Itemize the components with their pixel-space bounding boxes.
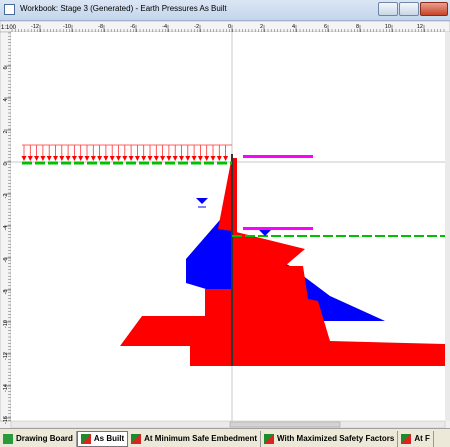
load-arrowhead [116,156,121,161]
vertical-scrollbar[interactable] [445,32,450,421]
ruler-label: 0 [3,162,9,165]
load-arrowhead [179,156,184,161]
load-arrowhead [134,156,140,161]
load-arrowhead [109,156,115,161]
ruler-label: -6 [130,24,135,30]
window-icon [4,4,15,15]
ruler-label: -16 [3,416,9,424]
tab[interactable]: With Maximized Safety Factors [261,430,399,447]
ruler-label: -4 [3,226,9,231]
ruler-label: 0 [228,24,231,30]
close-button[interactable] [420,2,448,16]
tab-label: At Minimum Safe Embedment [144,434,258,443]
load-arrowhead [71,156,77,161]
load-arrowhead [172,156,178,161]
ruler-label: 12 [417,24,423,30]
scale-label: 1:100 [1,25,17,31]
ruler-label: -12 [31,24,39,30]
minimize-button[interactable] [378,2,398,16]
load-arrowhead [210,156,216,161]
load-arrowhead [147,156,153,161]
drawing-canvas: 1:100 -12 -10 -8 -6 -4 -2 0 2 4 6 8 10 126420-2-4-6-… [0,21,450,428]
ruler-label: -2 [3,194,9,199]
ruler-label: -6 [3,258,9,263]
load-arrowhead [65,156,71,161]
water-level-left [196,198,208,204]
ruler-label: -8 [3,290,9,295]
ruler-label: 2 [260,24,263,30]
ruler-label: -4 [162,24,167,30]
load-arrowhead [59,156,65,161]
tab-label: At F [414,434,430,443]
anchor-marker [243,155,313,158]
load-arrowhead [122,156,128,161]
load-arrowhead [27,156,33,161]
tab[interactable]: As Built [76,430,129,447]
load-arrowhead [216,156,222,161]
load-arrowhead [84,156,90,161]
load-arrowhead [185,156,191,161]
surcharge-load [21,144,232,161]
load-arrowhead [40,156,46,161]
tab[interactable]: Drawing Board [0,430,77,447]
active-pressure-top [218,156,232,231]
scroll-thumb[interactable] [229,421,341,428]
ruler-label: 6 [324,24,327,30]
right-earth-pressure [232,231,445,366]
ruler-label: 6 [3,66,9,69]
load-arrowhead [21,156,27,161]
ruler-label: -10 [3,320,9,328]
load-arrowhead [223,156,229,161]
ruler-label: 4 [3,98,9,101]
ruler-ticks: -12 -10 -8 -6 -4 -2 0 2 4 6 8 10 12 6 4 2 0 -2 -4 -6 -8 -10 -1… [3,24,445,424]
ruler-label: -8 [98,24,103,30]
load-arrowhead [153,156,159,161]
ruler-label: 10 [385,24,391,30]
load-arrowhead [90,156,96,161]
load-arrowhead [34,156,40,161]
ruler-label: 4 [292,24,295,30]
wall-pressure-strip [232,158,237,233]
load-arrowhead [128,156,134,161]
ruler-label: -2 [194,24,199,30]
load-arrowhead [78,156,84,161]
water-level-right [259,230,271,236]
ruler-label: -14 [3,384,9,392]
load-arrowhead [141,156,147,161]
load-arrowhead [103,156,109,161]
ruler-label: -12 [3,352,9,360]
load-arrowhead [160,156,166,161]
window-title: Workbook: Stage 3 (Generated) - Earth Pr… [20,4,227,13]
tab-label: Drawing Board [16,434,73,443]
load-arrowhead [46,156,52,161]
ruler-label: 2 [3,130,9,133]
tab-label: As Built [93,434,125,443]
tab[interactable]: At Minimum Safe Embedment [128,430,262,447]
tab-bar: Drawing Board As Built At Minimum Safe E… [0,428,450,447]
load-arrowhead [97,156,103,161]
load-arrowhead [166,156,172,161]
load-arrowhead [197,156,203,161]
ruler-label: 8 [356,24,359,30]
ruler-label: -10 [63,24,71,30]
title-bar: Workbook: Stage 3 (Generated) - Earth Pr… [0,0,450,21]
left-earth-pressure [120,289,232,366]
tab[interactable]: At F [398,430,434,447]
load-arrowhead [204,156,210,161]
tab-label: With Maximized Safety Factors [277,434,395,443]
load-arrowhead [191,156,197,161]
anchor-marker [243,227,313,230]
horizontal-scrollbar[interactable] [10,420,446,428]
load-arrowhead [53,156,58,161]
maximize-button[interactable] [399,2,419,16]
